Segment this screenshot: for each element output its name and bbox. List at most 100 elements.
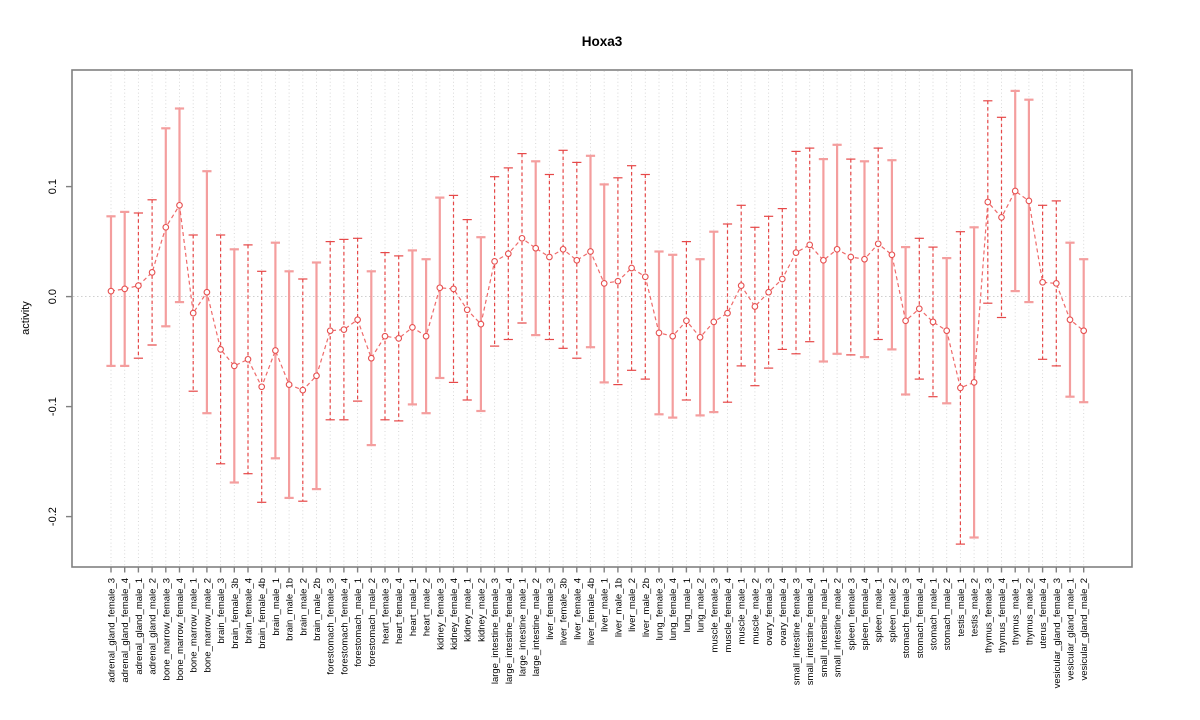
data-point-marker (957, 384, 964, 392)
x-tick-label: testis_male_2 (970, 578, 981, 637)
data-point-marker (244, 355, 252, 363)
data-point-marker (710, 318, 718, 326)
data-point-marker (450, 285, 457, 293)
data-point-marker (970, 379, 978, 386)
data-point-marker (792, 249, 800, 256)
x-tick-label: adrenal_gland_male_1 (134, 578, 145, 675)
data-point-marker (696, 333, 704, 341)
data-point-marker (504, 250, 512, 258)
x-tick-label: bone_marrow_male_1 (189, 578, 200, 673)
data-point-marker (861, 255, 868, 263)
x-tick-label: vesicular_gland_male_1 (1066, 578, 1077, 680)
x-tick-label: large_intestine_male_2 (531, 578, 542, 676)
x-tick-label: lung_female_3 (655, 578, 666, 640)
data-point-marker (162, 223, 170, 231)
data-point-marker (1039, 278, 1046, 286)
gridlines (110, 71, 1085, 566)
data-point-marker (1052, 280, 1060, 287)
x-tick-label: liver_female_3b (559, 578, 570, 645)
data-point-marker (600, 280, 608, 287)
x-tick-label: small_intestine_female_3 (792, 578, 803, 685)
x-tick-label: kidney_female_4 (449, 578, 460, 650)
data-point-marker (230, 362, 238, 370)
x-tick-label: brain_male_1 (271, 578, 282, 636)
x-tick-label: brain_male_1b (285, 578, 296, 641)
error-bar (928, 246, 938, 398)
data-point-marker (532, 244, 540, 252)
x-tick-label: thymus_male_1 (1011, 578, 1022, 645)
x-tick-label: bone_marrow_female_4 (175, 578, 186, 680)
data-point-marker (915, 305, 923, 313)
data-point-marker (477, 320, 485, 328)
data-point-marker (395, 335, 403, 342)
x-tick-label: vesicular_gland_female_3 (1052, 578, 1063, 688)
x-tick-label: large_intestine_female_4 (504, 578, 515, 684)
data-point-marker (929, 318, 937, 326)
x-tick-label: adrenal_gland_male_2 (148, 578, 159, 675)
data-point-marker (820, 256, 827, 264)
x-tick-label: adrenal_gland_female_3 (107, 578, 118, 683)
x-tick-label: thymus_female_4 (997, 578, 1008, 653)
x-tick-label: liver_male_1b (613, 578, 624, 637)
x-tick-label: brain_female_4 (244, 578, 255, 644)
chart-title: Hoxa3 (582, 34, 623, 49)
data-point-marker (847, 253, 855, 261)
x-tick-label: uterus_female_4 (1038, 578, 1049, 649)
data-point-marker (107, 287, 115, 295)
x-tick-label: vesicular_gland_male_2 (1079, 578, 1090, 680)
data-point-marker (546, 253, 553, 261)
data-point-marker (189, 309, 197, 317)
x-tick-label: forestomach_male_2 (367, 578, 378, 667)
data-point-marker (806, 241, 814, 249)
x-tick-label: small_intestine_male_2 (833, 578, 844, 677)
x-tick-label: thymus_female_3 (983, 578, 994, 653)
data-point-marker (1080, 327, 1088, 335)
x-tick-label: brain_male_2 (298, 578, 309, 636)
error-bar (353, 237, 363, 402)
data-point-marker (491, 258, 498, 265)
error-bar (736, 204, 746, 367)
series-polyline (110, 190, 1085, 391)
data-point-marker (628, 264, 635, 272)
error-bar (298, 278, 308, 502)
x-tick-label: testis_male_1 (956, 578, 967, 637)
x-tick-label: ovary_female_4 (778, 578, 789, 646)
data-point-marker (573, 256, 581, 264)
error-bar (750, 226, 760, 387)
data-point-marker (367, 354, 375, 362)
x-tick-label: liver_female_4b (586, 578, 597, 645)
x-tick-label: ovary_female_3 (764, 578, 775, 646)
y-tick-label: 0.0 (47, 289, 59, 304)
data-point-marker (436, 284, 444, 292)
x-tick-label: heart_male_1 (408, 578, 419, 636)
x-tick-label: liver_male_1 (600, 578, 611, 632)
x-tick-label: stomach_female_3 (901, 578, 912, 658)
x-tick-label: small_intestine_male_1 (819, 578, 830, 677)
error-bar (503, 167, 513, 341)
x-tick-label: bone_marrow_male_2 (202, 578, 213, 673)
data-point-marker (463, 306, 471, 314)
data-point-marker (121, 285, 129, 293)
x-tick-label: kidney_male_2 (476, 578, 487, 642)
data-point-marker (422, 332, 430, 340)
x-tick-label: thymus_male_2 (1024, 578, 1035, 645)
x-tick-label: lung_male_2 (696, 578, 707, 632)
x-tick-label: muscle_male_2 (750, 578, 761, 645)
data-point-marker (833, 245, 841, 253)
x-tick-label: liver_male_2b (641, 578, 652, 637)
x-tick-label: stomach_female_4 (915, 578, 926, 658)
data-point-marker (587, 248, 594, 255)
data-point-marker (299, 386, 307, 394)
x-tick-label: bone_marrow_female_3 (161, 578, 172, 680)
data-point-marker (683, 317, 690, 325)
x-tick-label: stomach_male_2 (942, 578, 953, 650)
x-tick-label: forestomach_female_4 (339, 578, 350, 675)
error-bar (681, 241, 691, 401)
x-tick-label: lung_female_4 (668, 578, 679, 640)
error-bar (448, 194, 459, 383)
x-tick-label: adrenal_gland_female_4 (120, 578, 131, 683)
x-tick-label: brain_female_3b (230, 578, 241, 649)
